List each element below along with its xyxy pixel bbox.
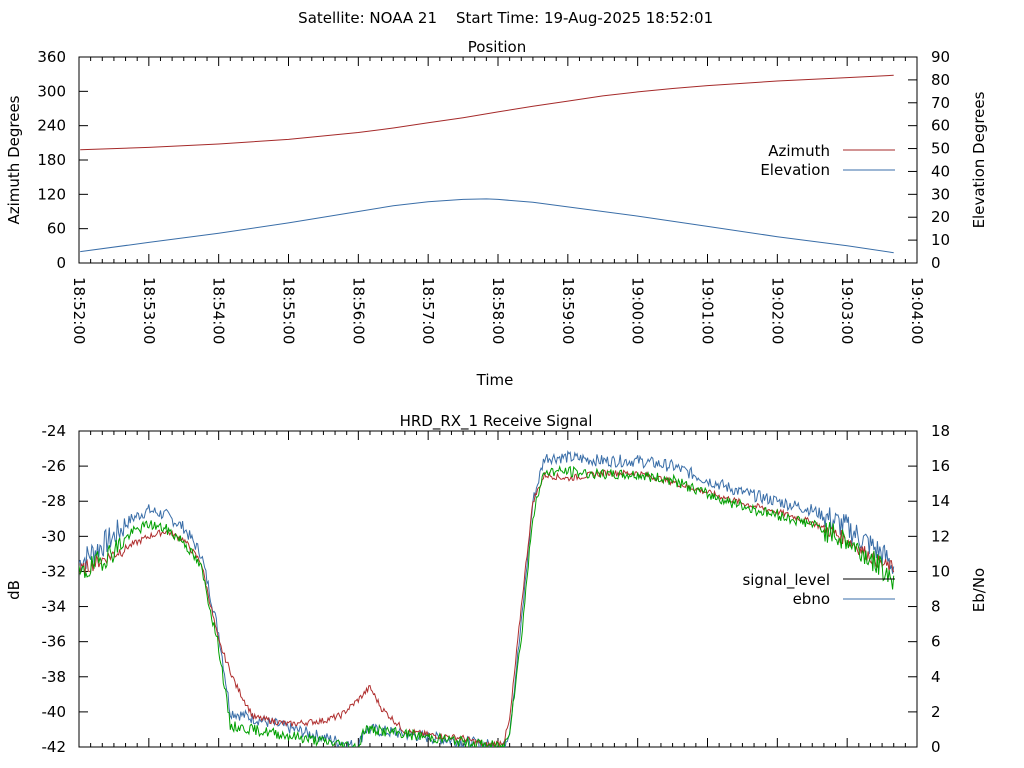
signal-y2label: Eb/No xyxy=(970,568,988,612)
position-ylabel: Azimuth Degrees xyxy=(5,95,23,224)
signal-series-ebno-line xyxy=(79,449,895,747)
position-series-azimuth-line xyxy=(80,74,894,151)
position-chart: Position 0 60 120 180 240 300 360 0 10 20 30 40 50 60… xyxy=(5,38,988,389)
position-title: Position xyxy=(468,38,526,56)
receive-signal-chart: HRD_RX_1 Receive Signal -42-40-38-36-34-… xyxy=(5,412,988,756)
signal-series-group xyxy=(79,449,895,747)
signal-y2tick-label: 0 xyxy=(931,738,941,756)
signal-ytick-label: -32 xyxy=(42,562,67,580)
signal-y2tick-label: 14 xyxy=(931,492,950,510)
position-xtick-label: 18:55:00 xyxy=(280,277,298,344)
position-xtick-label: 19:03:00 xyxy=(838,277,856,344)
header-start-time: Start Time: 19-Aug-2025 18:52:01 xyxy=(456,9,713,27)
position-xtick-label: 19:00:00 xyxy=(629,277,647,344)
legend-ebno-label: ebno xyxy=(793,590,830,608)
signal-y2tick-label: 4 xyxy=(931,668,941,686)
signal-series-ebno-secondary-line xyxy=(79,464,895,747)
position-xtick-label: 19:04:00 xyxy=(908,277,926,344)
position-xtick-label: 19:02:00 xyxy=(768,277,786,344)
legend-signal-level-label: signal_level xyxy=(742,571,830,590)
signal-ytick-label: -34 xyxy=(42,598,67,616)
signal-legend: signal_level ebno xyxy=(742,571,895,608)
position-series-elevation-line xyxy=(80,198,894,254)
signal-ytick-label: -42 xyxy=(42,738,67,756)
signal-ytick-label: -30 xyxy=(42,527,67,545)
position-y2tick-label: 60 xyxy=(931,117,950,135)
signal-y2tick-label: 6 xyxy=(931,633,941,651)
position-ticks: 0 60 120 180 240 300 360 0 10 20 30 40 50 60 70 80 90 18:… xyxy=(37,48,950,344)
signal-y2tick-label: 8 xyxy=(931,598,941,616)
position-xtick-label: 19:01:00 xyxy=(699,277,717,344)
signal-y2tick-label: 10 xyxy=(931,562,950,580)
signal-ytick-label: -36 xyxy=(42,633,67,651)
signal-y2tick-label: 16 xyxy=(931,457,950,475)
signal-ticks: -42 -40 -38 -36 -34 -32 -30 -28 -26 -24 0 2 4 6 8 10 12 1… xyxy=(42,422,951,756)
position-y2tick-label: 0 xyxy=(931,254,941,272)
position-legend: Azimuth Elevation xyxy=(760,142,895,179)
signal-ytick-label: -28 xyxy=(42,492,67,510)
signal-series-signal-level-line xyxy=(79,469,895,747)
signal-ytick-label: -26 xyxy=(42,457,67,475)
signal-y2tick-label: 18 xyxy=(931,422,950,440)
position-y2tick-label: 80 xyxy=(931,71,950,89)
position-ytick-label: 120 xyxy=(37,185,66,203)
signal-y2tick-label: 2 xyxy=(931,703,941,721)
signal-y2tick-label: 12 xyxy=(931,527,950,545)
position-ytick-label: 0 xyxy=(56,254,66,272)
position-xtick-label: 18:59:00 xyxy=(559,277,577,344)
position-xtick-label: 18:54:00 xyxy=(210,277,228,344)
position-xtick-label: 18:52:00 xyxy=(70,277,88,344)
position-y2tick-label: 20 xyxy=(931,208,950,226)
position-xtick-label: 18:53:00 xyxy=(140,277,158,344)
position-y2tick-label: 70 xyxy=(931,94,950,112)
position-y2label: Elevation Degrees xyxy=(970,91,988,228)
position-y2tick-label: 40 xyxy=(931,162,950,180)
position-y2tick-label: 50 xyxy=(931,140,950,158)
legend-elevation-label: Elevation xyxy=(760,161,830,179)
position-ytick-label: 180 xyxy=(37,151,66,169)
signal-ylabel: dB xyxy=(5,580,23,600)
position-ytick-label: 300 xyxy=(37,82,66,100)
signal-series xyxy=(79,449,895,747)
position-y2tick-label: 30 xyxy=(931,185,950,203)
header-satellite: Satellite: NOAA 21 xyxy=(298,9,437,27)
position-xtick-label: 18:56:00 xyxy=(349,277,367,344)
position-xlabel: Time xyxy=(476,371,514,389)
position-xtick-label: 18:57:00 xyxy=(419,277,437,344)
position-xtick-label: 18:58:00 xyxy=(489,277,507,344)
signal-ytick-label: -38 xyxy=(42,668,67,686)
position-ytick-label: 60 xyxy=(47,220,66,238)
position-ytick-label: 240 xyxy=(37,117,66,135)
signal-ytick-label: -40 xyxy=(42,703,67,721)
signal-title: HRD_RX_1 Receive Signal xyxy=(400,412,593,431)
position-y2tick-label: 90 xyxy=(931,48,950,66)
legend-azimuth-label: Azimuth xyxy=(768,142,830,160)
signal-ytick-label: -24 xyxy=(42,422,67,440)
position-series xyxy=(80,74,894,254)
position-ytick-label: 360 xyxy=(37,48,66,66)
position-y2tick-label: 10 xyxy=(931,231,950,249)
